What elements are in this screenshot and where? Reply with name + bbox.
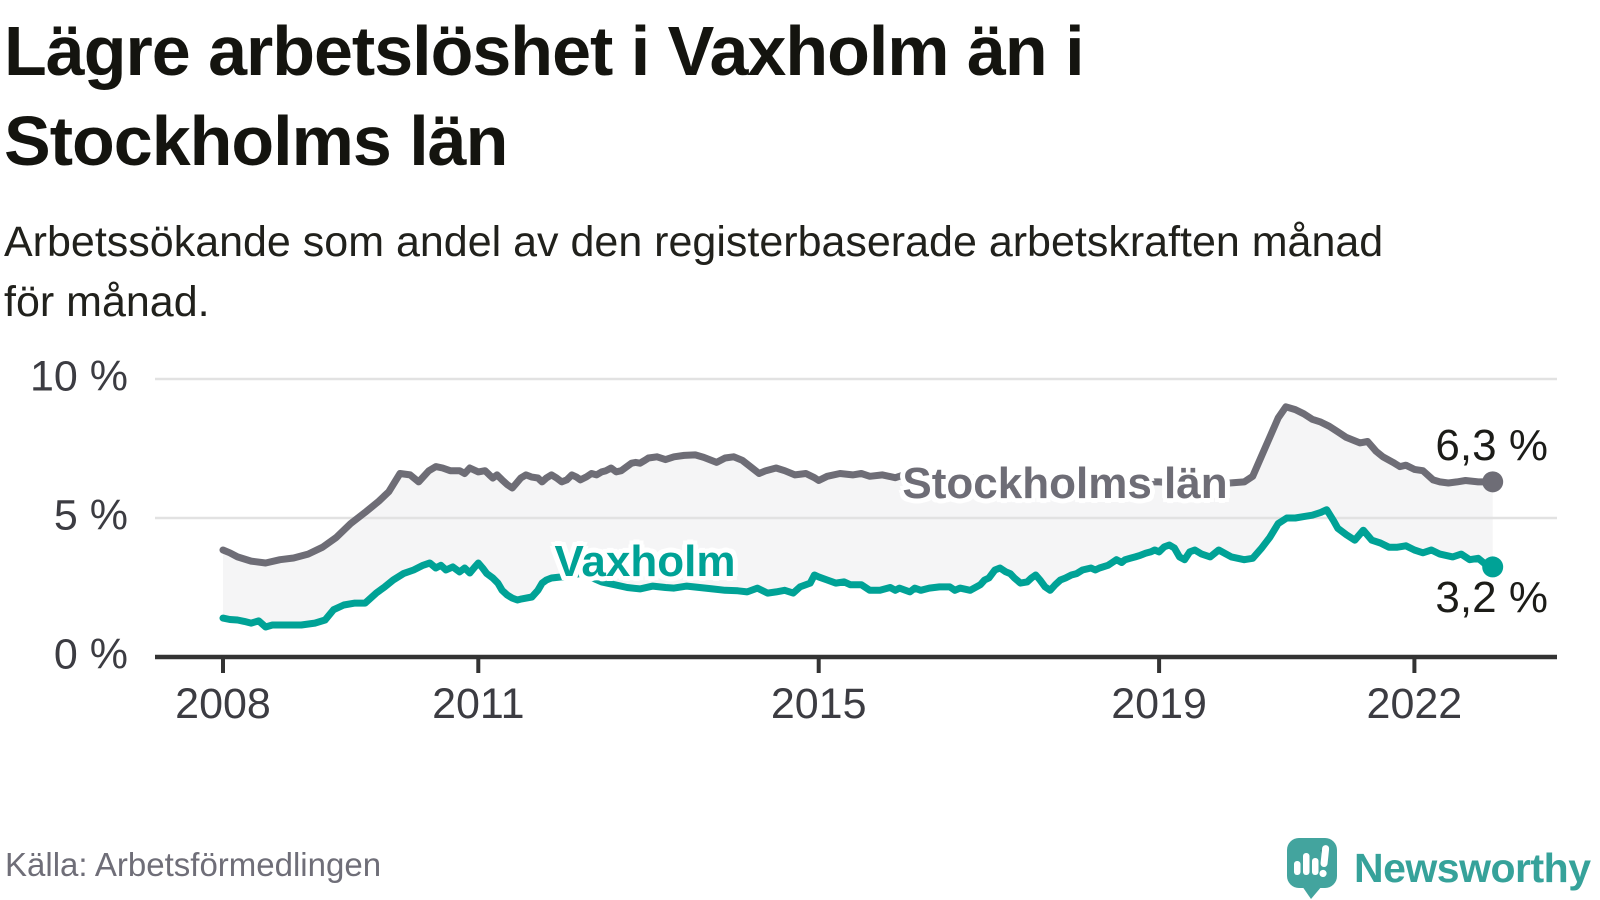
- page-title: Lägre arbetslöshet i Vaxholm än i Stockh…: [4, 6, 1085, 186]
- chart-subtitle: Arbetssökande som andel av den registerb…: [4, 212, 1383, 332]
- x-tick-label-2015: 2015: [770, 680, 867, 728]
- title-line-1: Lägre arbetslöshet i Vaxholm än i: [4, 12, 1085, 90]
- newsworthy-logo: Newsworthy: [1284, 836, 1591, 900]
- stockholm-series-label: Stockholms län: [902, 459, 1228, 508]
- vaxholm-line: [219, 506, 1497, 631]
- stockholm-line: [219, 403, 1497, 567]
- y-tick-label-5pct: 5 %: [53, 491, 128, 540]
- stockholm-end-value: 6,3 %: [1435, 420, 1548, 470]
- x-tick-label-2011: 2011: [432, 680, 525, 728]
- y-tick-label-10pct: 10 %: [29, 352, 128, 401]
- title-line-2: Stockholms län: [4, 102, 508, 180]
- x-tick-label-2019: 2019: [1111, 680, 1207, 728]
- vaxholm-end-value: 3,2 %: [1435, 572, 1548, 622]
- x-tick-label-2022: 2022: [1366, 680, 1463, 728]
- x-tick-label-2008: 2008: [175, 680, 271, 728]
- y-tick-label-0pct: 0 %: [53, 630, 128, 679]
- subtitle-line-1: Arbetssökande som andel av den registerb…: [4, 218, 1384, 266]
- source-note: Källa: Arbetsförmedlingen: [5, 846, 382, 883]
- vaxholm-series-label: Vaxholm: [554, 537, 736, 586]
- vaxholm-line-end-dot: [1482, 556, 1504, 578]
- newsworthy-wordmark: Newsworthy: [1354, 844, 1591, 891]
- stockholm-line-end-dot: [1482, 471, 1504, 493]
- newsworthy-logo-icon: [1287, 838, 1337, 899]
- subtitle-line-2: för månad.: [4, 278, 210, 326]
